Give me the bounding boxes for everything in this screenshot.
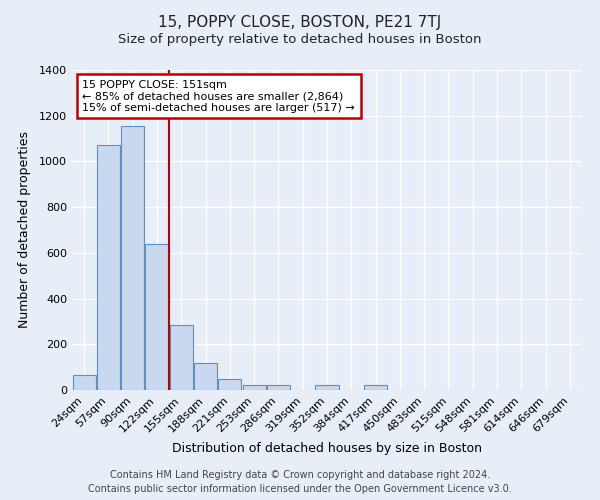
Bar	[145, 244, 169, 390]
Bar	[170, 325, 193, 390]
Text: 15 POPPY CLOSE: 151sqm
← 85% of detached houses are smaller (2,864)
15% of semi-: 15 POPPY CLOSE: 151sqm ← 85% of detached…	[82, 80, 355, 113]
Text: 15, POPPY CLOSE, BOSTON, PE21 7TJ: 15, POPPY CLOSE, BOSTON, PE21 7TJ	[158, 15, 442, 30]
Bar	[364, 386, 387, 390]
Bar	[267, 386, 290, 390]
Bar	[218, 379, 241, 390]
Bar	[194, 362, 217, 390]
Bar	[316, 386, 338, 390]
Bar	[97, 146, 120, 390]
Text: Size of property relative to detached houses in Boston: Size of property relative to detached ho…	[118, 32, 482, 46]
Bar	[242, 386, 266, 390]
Bar	[121, 126, 144, 390]
Text: Contains HM Land Registry data © Crown copyright and database right 2024.
Contai: Contains HM Land Registry data © Crown c…	[88, 470, 512, 494]
Bar	[73, 375, 95, 390]
X-axis label: Distribution of detached houses by size in Boston: Distribution of detached houses by size …	[172, 442, 482, 455]
Y-axis label: Number of detached properties: Number of detached properties	[17, 132, 31, 328]
